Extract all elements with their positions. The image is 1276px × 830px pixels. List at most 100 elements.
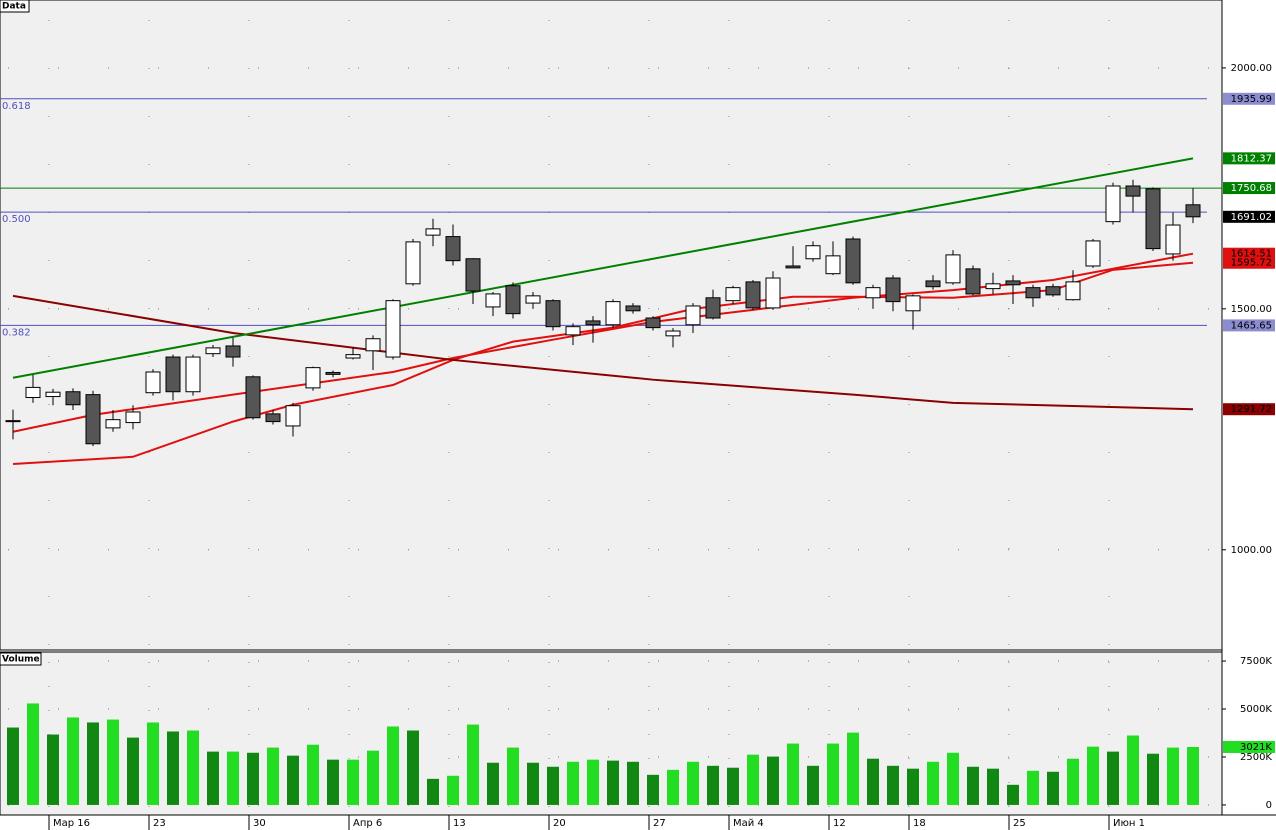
volume-bar (547, 766, 559, 805)
candle-body (1005, 280, 1021, 286)
candle-body (505, 285, 521, 315)
candle-body (845, 238, 861, 284)
candle-body (565, 326, 581, 336)
volume-bar (927, 761, 939, 805)
candle-body (285, 405, 301, 427)
candle-body (645, 317, 661, 329)
candle-body (45, 391, 61, 398)
price-label-box (1223, 256, 1275, 269)
x-tick-label: Июн 1 (1113, 818, 1145, 829)
candle-body (145, 371, 161, 394)
price-label: 1614.51 (1231, 249, 1272, 260)
volume-bar (687, 761, 699, 805)
price-label-box (1223, 182, 1275, 195)
candle-body (665, 330, 681, 337)
volume-bar (67, 717, 79, 805)
candle-body (365, 338, 381, 352)
candle-body (165, 356, 181, 393)
x-tick-label: 18 (913, 818, 926, 829)
candle-body (225, 345, 241, 358)
volume-bar (47, 734, 59, 805)
candle-body (185, 356, 201, 393)
x-tick-label: 25 (1013, 818, 1026, 829)
volume-bar (967, 766, 979, 805)
price-label: 1935.99 (1231, 94, 1272, 105)
volume-bar (387, 726, 399, 805)
candle-body (1165, 224, 1181, 255)
volume-bar (107, 719, 119, 805)
panel-label-box (0, 652, 42, 666)
volume-bar (867, 758, 879, 805)
candle-body (405, 241, 421, 285)
candle-body (1185, 204, 1201, 218)
volume-bar (1047, 771, 1059, 805)
volume-bar (807, 765, 819, 805)
candle-body (425, 228, 441, 236)
volume-bar (227, 751, 239, 805)
x-tick-label: 23 (153, 818, 166, 829)
candle-body (1105, 185, 1121, 223)
candle-body (5, 420, 21, 423)
candle-body (905, 295, 921, 312)
volume-bar (147, 722, 159, 805)
price-label-box (1223, 319, 1275, 332)
price-label: 1465.65 (1231, 320, 1272, 331)
candle-body (805, 245, 821, 260)
candle-body (385, 300, 401, 358)
volume-bar (7, 727, 19, 805)
volume-bar (1067, 758, 1079, 805)
price-label: 1691.02 (1231, 212, 1272, 223)
candle-body (485, 293, 501, 308)
candle-body (625, 305, 641, 312)
panel-label: Data (2, 2, 26, 12)
candle-body (1045, 286, 1061, 296)
panel-label-box (0, 0, 30, 13)
candle-body (25, 386, 41, 399)
volume-bar (767, 756, 779, 805)
volume-label: 3021K (1240, 742, 1272, 753)
candle-body (585, 320, 601, 326)
volume-bar (267, 747, 279, 805)
volume-bar (827, 743, 839, 805)
candle-body (1125, 185, 1141, 197)
candle-body (245, 376, 261, 419)
volume-bar (1147, 753, 1159, 805)
y-tick-label: 0 (1266, 800, 1272, 811)
volume-bar (207, 751, 219, 805)
volume-bar (167, 731, 179, 805)
volume-bar (787, 743, 799, 805)
fib-label: 0.382 (2, 327, 31, 338)
y-tick-label: 5000K (1240, 704, 1272, 715)
volume-bar (367, 750, 379, 805)
volume-bar (487, 762, 499, 805)
candle-body (825, 255, 841, 275)
volume-bar (427, 778, 439, 805)
volume-bar (727, 767, 739, 805)
volume-bar (887, 765, 899, 805)
volume-bar (27, 703, 39, 805)
volume-bar (647, 774, 659, 805)
volume-bar (987, 768, 999, 805)
candle-body (445, 236, 461, 262)
volume-bar (747, 754, 759, 805)
y-tick-label: 2000.00 (1231, 63, 1272, 74)
candle-body (925, 280, 941, 288)
volume-bar (287, 755, 299, 805)
candle-body (885, 277, 901, 303)
y-tick-label: 1000.00 (1231, 545, 1272, 556)
candle-body (765, 277, 781, 309)
candle-body (985, 283, 1001, 290)
volume-bar (247, 752, 259, 805)
x-tick-label: 12 (833, 818, 846, 829)
volume-bar (187, 730, 199, 805)
y-tick-label: 2500K (1240, 752, 1272, 763)
x-tick-label: 20 (553, 818, 566, 829)
candle-body (785, 265, 801, 269)
volume-bar (907, 768, 919, 805)
candle-body (865, 287, 881, 299)
volume-bar (87, 722, 99, 805)
price-label: 1750.68 (1231, 183, 1272, 194)
volume-bar (587, 759, 599, 805)
candle-body (265, 413, 281, 423)
